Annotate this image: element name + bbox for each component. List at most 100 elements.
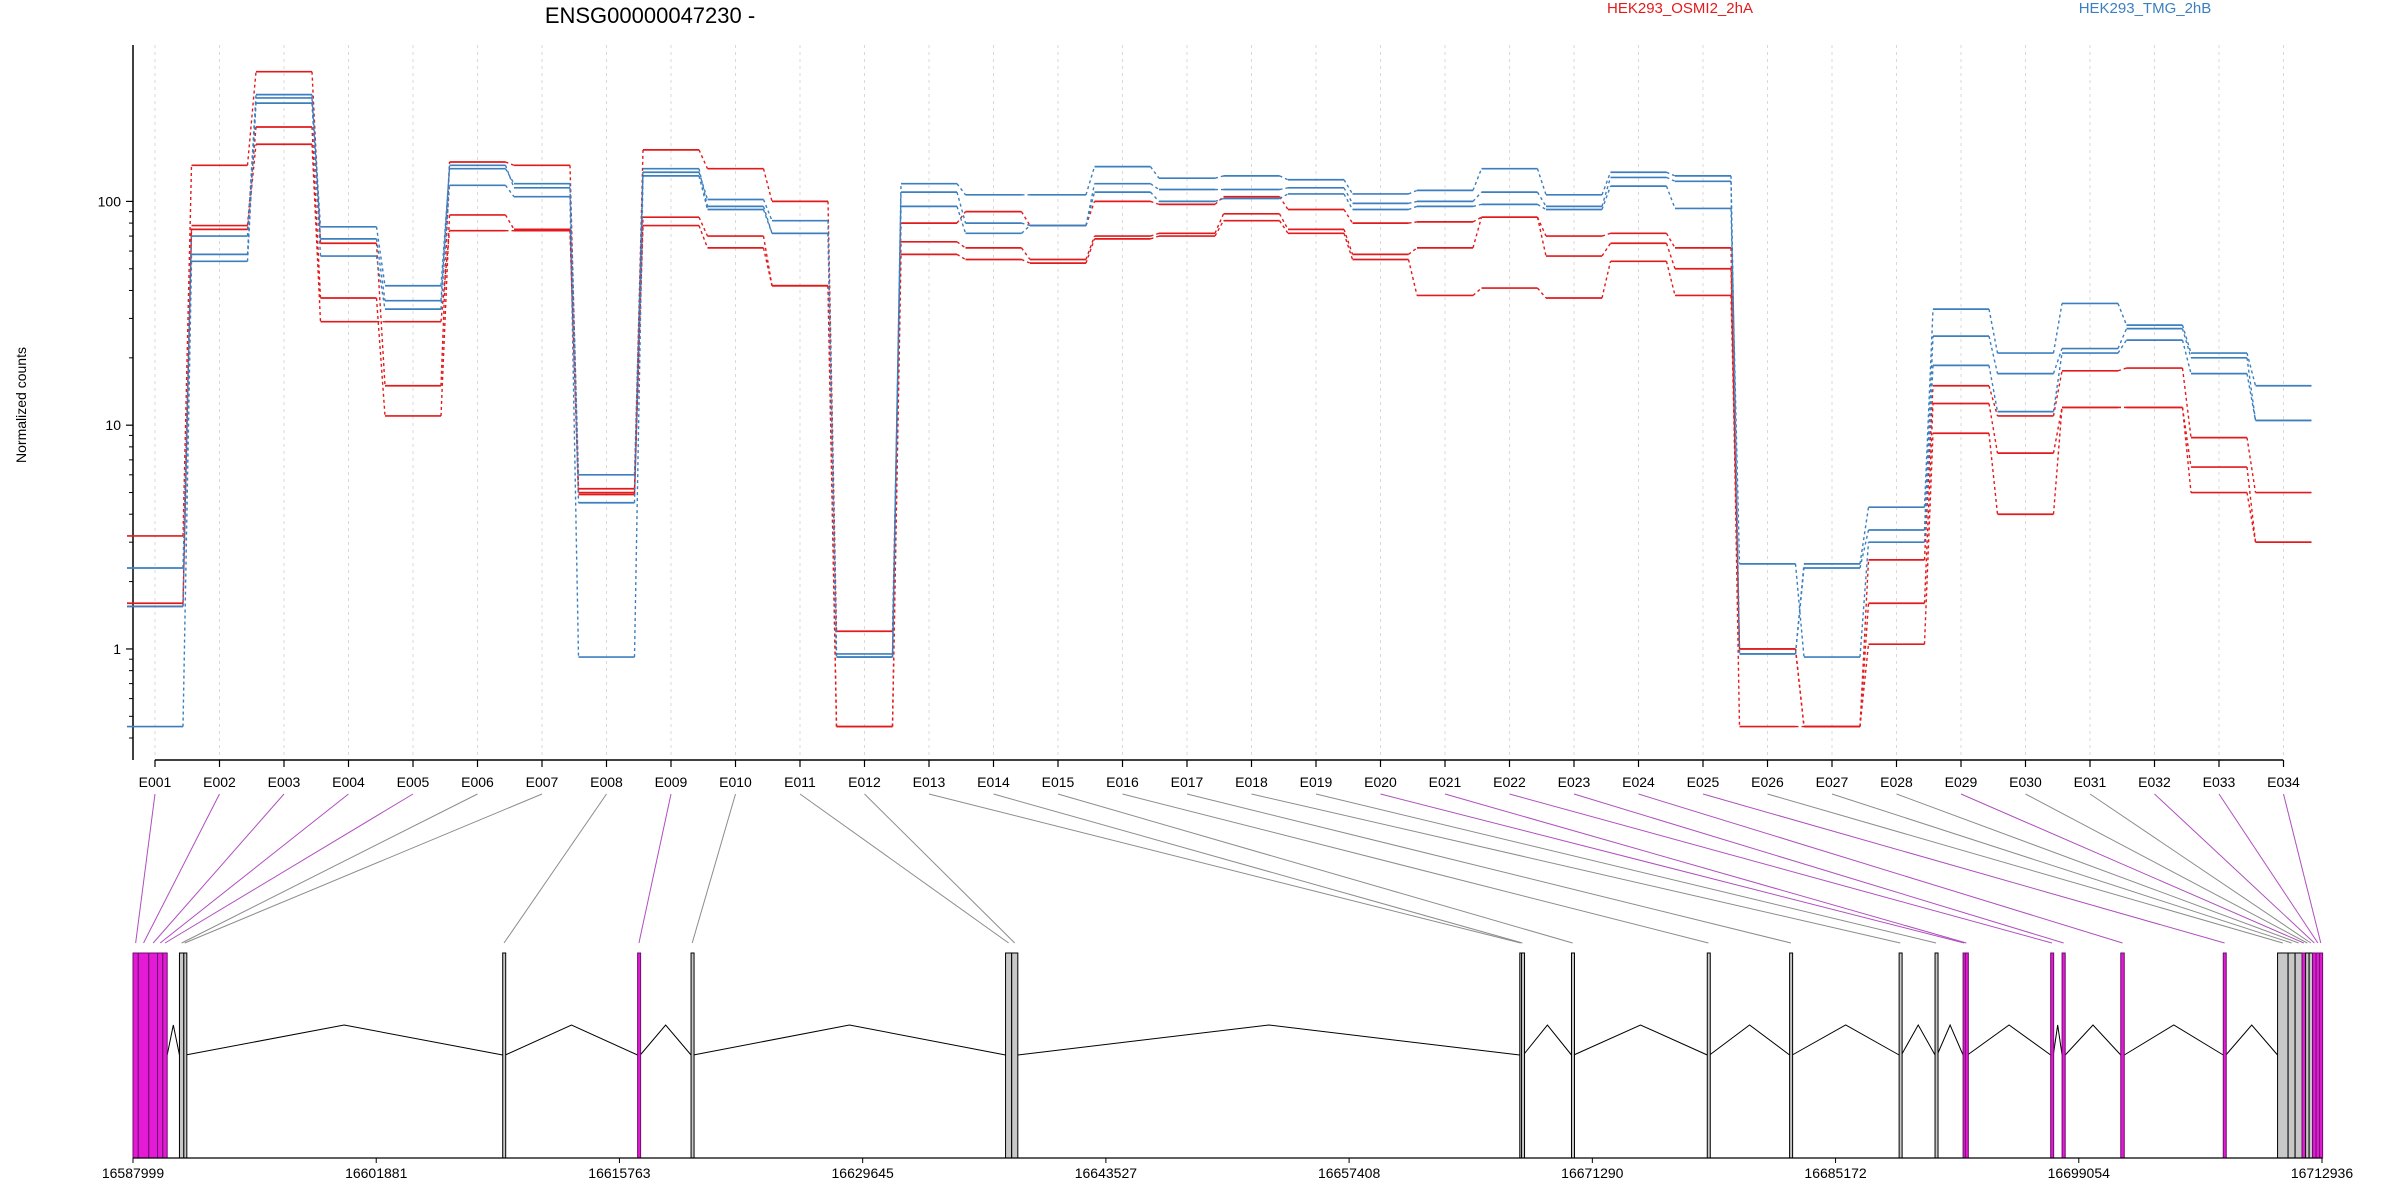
series-lines (127, 70, 2312, 728)
exon-transition-line (311, 126, 322, 299)
exon-transition-line (2052, 352, 2063, 412)
connector-e033 (2218, 793, 2319, 944)
exon-box-e026 (2277, 952, 2289, 1159)
series-3 (127, 143, 2312, 728)
exon-transition-line (1408, 200, 1418, 205)
x-tick-label-e004: E004 (332, 774, 365, 790)
x-tick-label-e009: E009 (655, 774, 688, 790)
x-tick-label-e007: E007 (526, 774, 559, 790)
connector-e010 (691, 793, 736, 944)
x-tick-label-e030: E030 (2009, 774, 2042, 790)
exon-transition-line (1278, 196, 1289, 210)
exon-transition-line (1020, 247, 1031, 260)
connector-e011 (799, 793, 1009, 944)
exon-box-e024 (2120, 952, 2125, 1159)
intron-line (2064, 1024, 2122, 1056)
series-1 (127, 70, 2312, 728)
coord-tick-label: 16615763 (588, 1165, 651, 1181)
exon-transition-line (375, 238, 386, 301)
exon-transition-line (1149, 191, 1160, 202)
intron-line (639, 1024, 692, 1056)
gene-model (132, 952, 2324, 1159)
exon-transition-line (762, 247, 773, 286)
exon-transition-line (1021, 258, 1031, 264)
exon-transition-line (1279, 175, 1289, 181)
exon-transition-line (311, 103, 322, 257)
x-tick-label-e006: E006 (461, 774, 494, 790)
exon-transition-line (2181, 324, 2192, 354)
exon-transition-line (1601, 232, 1611, 237)
series-4 (127, 93, 2312, 658)
exon-box-e010 (690, 952, 695, 1159)
exon-transition-line (2117, 367, 2127, 372)
exon-transition-line (956, 211, 967, 224)
exon-transition-line (1150, 235, 1160, 240)
exon-transition-line (1214, 175, 1224, 179)
exon-transition-line (2117, 328, 2128, 349)
exon-transition-line (698, 172, 709, 200)
x-tick-label-e024: E024 (1622, 774, 1655, 790)
connector-e018 (1251, 793, 1901, 944)
exon-box-e001 (132, 952, 139, 1159)
connector-e027 (1831, 793, 2292, 944)
exon-transition-line (1085, 238, 1096, 264)
exon-box-e007 (183, 952, 188, 1159)
connector-e013 (928, 793, 1521, 944)
exon-transition-line (2181, 339, 2192, 374)
exon-transition-line (246, 103, 257, 262)
exon-transition-line (1407, 259, 1418, 296)
series-6 (127, 102, 2312, 728)
exon-transition-line (1988, 385, 1999, 417)
exon-transition-line (1859, 644, 1870, 727)
exon-transition-line (1472, 203, 1482, 208)
exon-transition-line (1666, 171, 1676, 177)
exon-box-e002 (137, 952, 150, 1159)
exon-box-e022 (2050, 952, 2055, 1159)
intron-line (1900, 1023, 1936, 1056)
exon-transition-line (956, 241, 966, 249)
exon-box-e027 (2287, 952, 2296, 1159)
exon-transition-line (762, 168, 773, 202)
exon-transition-line (1859, 507, 1870, 564)
exon-box-e021 (1964, 952, 1969, 1159)
exon-transition-line (633, 175, 644, 658)
exon-box-e030 (2305, 952, 2310, 1159)
exon-transition-line (182, 254, 193, 607)
exon-transition-line (1150, 200, 1160, 206)
exon-transition-line (1408, 247, 1418, 255)
exon-transition-line (1859, 559, 1870, 727)
exon-box-e005 (162, 952, 168, 1159)
exon-box-e028 (2294, 952, 2303, 1159)
intron-line (693, 1024, 1006, 1056)
exon-transition-line (956, 183, 967, 196)
exon-transition-line (1472, 216, 1482, 223)
exon-transition-line (698, 149, 709, 169)
exon-gridlines (154, 45, 2284, 760)
coord-tick-label: 16671290 (1561, 1165, 1624, 1181)
connector-e019 (1315, 793, 1937, 944)
exon-transition-line (1214, 196, 1224, 205)
exon-transition-line (440, 185, 451, 310)
exon-box-e004 (157, 952, 164, 1159)
x-tick-label-e025: E025 (1687, 774, 1720, 790)
exon-transition-line (1923, 433, 1934, 645)
y-axis-label: Normalized counts (13, 347, 29, 463)
intron-line (166, 1024, 180, 1056)
connector-e017 (1186, 793, 1792, 944)
exon-transition-line (1536, 216, 1547, 237)
exon-transition-line (1859, 542, 1870, 658)
exon-transition-line (2117, 339, 2128, 354)
exon-box-e015 (1570, 952, 1575, 1159)
x-tick-label-e022: E022 (1493, 774, 1526, 790)
exon-transition-line (1988, 433, 1999, 515)
series-2 (127, 126, 2312, 728)
connector-e001 (135, 793, 156, 944)
exon-box-e017 (1789, 952, 1794, 1159)
exon-box-e033 (2315, 952, 2321, 1159)
intron-line (1522, 1024, 1572, 1056)
intron-line (2124, 1024, 2224, 1056)
exon-transition-line (440, 165, 451, 301)
exon-transition-line (2052, 407, 2063, 515)
connector-e004 (159, 793, 349, 944)
exon-transition-line (1278, 220, 1289, 234)
